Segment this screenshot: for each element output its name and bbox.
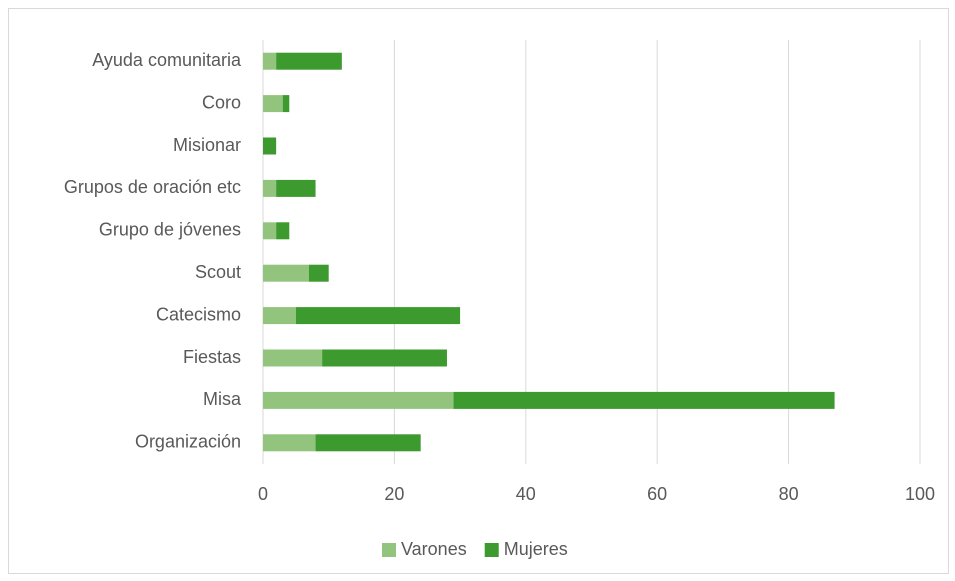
- x-tick-label: 20: [384, 484, 404, 504]
- x-tick-label: 40: [516, 484, 536, 504]
- bar: [276, 179, 316, 197]
- y-tick-label: Catecismo: [156, 304, 241, 324]
- bar: [263, 222, 277, 240]
- bar: [263, 52, 277, 70]
- bar: [282, 95, 290, 113]
- legend-label: Mujeres: [504, 539, 568, 559]
- bar: [276, 222, 290, 240]
- bar: [263, 95, 283, 113]
- x-tick-label: 0: [258, 484, 268, 504]
- bar: [308, 264, 329, 282]
- bar: [263, 391, 454, 409]
- bar: [263, 137, 277, 155]
- x-tick-label: 80: [779, 484, 799, 504]
- legend-swatch: [382, 543, 396, 557]
- bar: [263, 349, 323, 367]
- chart-frame: [8, 8, 949, 574]
- y-tick-label: Organización: [135, 432, 241, 452]
- bar: [276, 52, 342, 70]
- y-tick-label: Ayuda comunitaria: [92, 50, 242, 70]
- bar: [322, 349, 447, 367]
- legend-label: Varones: [401, 539, 467, 559]
- x-tick-label: 60: [647, 484, 667, 504]
- y-tick-label: Grupos de oración etc: [64, 177, 241, 197]
- bar: [453, 391, 835, 409]
- bar: [295, 307, 461, 325]
- y-tick-label: Grupo de jóvenes: [99, 220, 241, 240]
- y-tick-label: Misa: [203, 389, 242, 409]
- x-tick-label: 100: [905, 484, 935, 504]
- y-tick-label: Coro: [202, 92, 241, 112]
- legend-swatch: [484, 543, 499, 557]
- bar: [315, 434, 421, 452]
- bar: [263, 179, 277, 197]
- bar: [263, 307, 296, 325]
- y-tick-label: Misionar: [173, 135, 241, 155]
- bar: [263, 264, 309, 282]
- bar: [263, 434, 316, 452]
- y-tick-label: Scout: [195, 262, 241, 282]
- y-tick-label: Fiestas: [183, 347, 241, 367]
